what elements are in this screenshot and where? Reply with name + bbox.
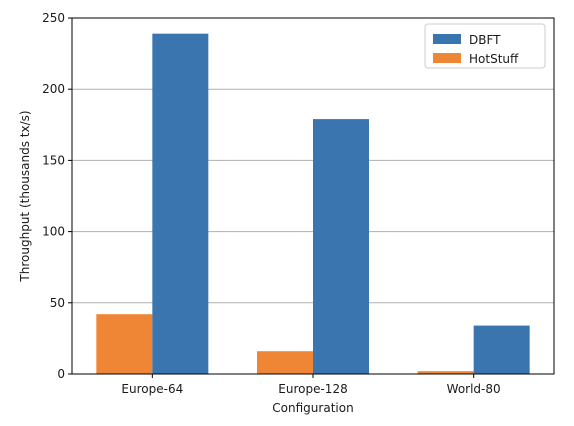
y-tick-label-0: 0 [57, 367, 65, 381]
bar-hotstuff-world-80 [417, 371, 474, 374]
bar-dbft-europe-128 [313, 119, 369, 374]
y-tick-label-150: 150 [42, 153, 65, 167]
x-tick-label-europe-64: Europe-64 [121, 382, 183, 396]
y-axis-ticks: 0 50 100 150 200 250 [42, 11, 72, 381]
y-tick-label-100: 100 [42, 225, 65, 239]
x-tick-label-europe-128: Europe-128 [278, 382, 347, 396]
bars [96, 33, 530, 374]
bar-hotstuff-europe-64 [96, 314, 153, 374]
y-tick-label-250: 250 [42, 11, 65, 25]
y-axis-title: Throughput (thousands tx/s) [18, 110, 32, 282]
y-tick-label-50: 50 [50, 296, 65, 310]
x-axis-ticks: Europe-64 Europe-128 World-80 [121, 374, 501, 396]
y-tick-label-200: 200 [42, 82, 65, 96]
bar-dbft-world-80 [473, 325, 530, 374]
legend: DBFT HotStuff [424, 23, 546, 69]
legend-label-hotstuff: HotStuff [469, 52, 519, 66]
legend-swatch-dbft [433, 34, 461, 44]
legend-label-dbft: DBFT [469, 33, 501, 47]
legend-swatch-hotstuff [433, 53, 461, 63]
bar-dbft-europe-64 [152, 33, 209, 374]
bar-hotstuff-europe-128 [257, 351, 313, 374]
x-axis-title: Configuration [272, 401, 353, 415]
x-tick-label-world-80: World-80 [447, 382, 501, 396]
